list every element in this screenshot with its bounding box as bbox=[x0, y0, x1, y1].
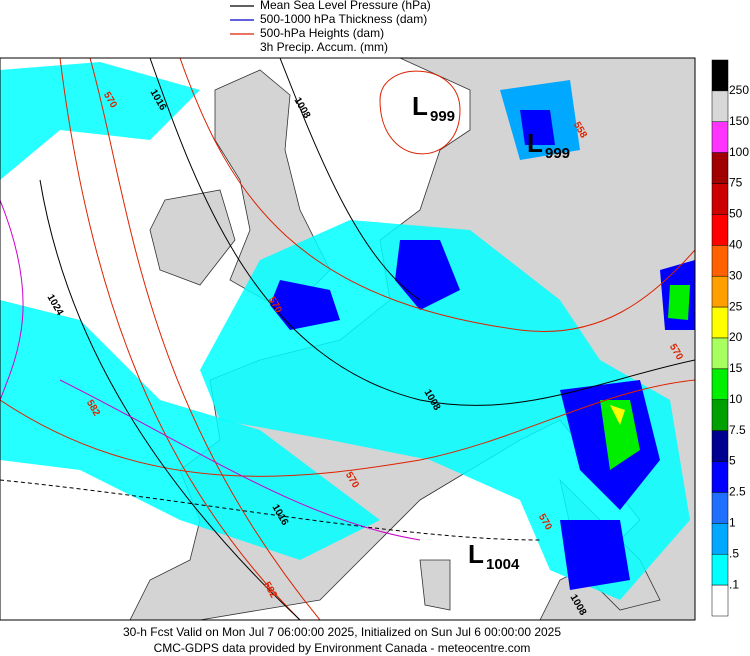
colorbar-label: 15 bbox=[729, 361, 743, 375]
colorbar-label: 100 bbox=[729, 145, 749, 159]
pressure-value: 999 bbox=[430, 108, 455, 125]
colorbar-label: .5 bbox=[729, 546, 739, 560]
legend-label: Mean Sea Level Pressure (hPa) bbox=[260, 0, 431, 12]
colorbar-swatch bbox=[711, 337, 729, 370]
precipitation bbox=[0, 62, 695, 600]
colorbar-swatch bbox=[711, 492, 729, 524]
colorbar-label: 2.5 bbox=[729, 485, 746, 499]
footer-line: 30-h Fcst Valid on Mon Jul 7 06:00:00 20… bbox=[123, 625, 561, 639]
colorbar-label: 50 bbox=[729, 207, 743, 221]
colorbar-label: 250 bbox=[729, 83, 749, 97]
colorbar-swatch bbox=[711, 152, 729, 184]
colorbar-label: 40 bbox=[729, 238, 743, 252]
colorbar-swatch bbox=[711, 523, 729, 555]
colorbar-swatch bbox=[711, 368, 729, 401]
colorbar-swatch bbox=[711, 183, 729, 215]
legend-label: 500-hPa Heights (dam) bbox=[260, 26, 384, 40]
colorbar-swatch bbox=[711, 245, 729, 277]
colorbar-label: 150 bbox=[729, 114, 749, 128]
colorbar-label: 10 bbox=[729, 392, 743, 406]
colorbar-swatch bbox=[711, 584, 729, 617]
colorbar-swatch bbox=[711, 121, 729, 153]
colorbar: 250 150 100 75 50 40 30 25 20 15 10 7.5 5 2.5 1 .5 .1 bbox=[711, 59, 749, 617]
pressure-letter: L bbox=[527, 128, 543, 158]
colorbar-label: .1 bbox=[729, 577, 739, 591]
colorbar-swatch bbox=[711, 430, 729, 462]
colorbar-swatch bbox=[711, 214, 729, 246]
pressure-value: 1004 bbox=[486, 556, 520, 573]
colorbar-label: 20 bbox=[729, 330, 743, 344]
map bbox=[0, 58, 695, 620]
colorbar-label: 7.5 bbox=[729, 423, 746, 437]
map-frame bbox=[0, 57, 696, 621]
colorbar-label: 25 bbox=[729, 299, 743, 313]
colorbar-swatch bbox=[711, 461, 729, 493]
colorbar-swatch bbox=[711, 90, 729, 123]
colorbar-label: 1 bbox=[729, 516, 736, 530]
colorbar-label: 30 bbox=[729, 268, 743, 282]
footer-line: CMC-GDPS data provided by Environment Ca… bbox=[154, 641, 531, 655]
pressure-letter: L bbox=[412, 91, 428, 121]
contours bbox=[0, 58, 695, 620]
colorbar-swatch bbox=[711, 306, 729, 339]
pressure-value: 999 bbox=[545, 145, 570, 162]
colorbar-swatch bbox=[711, 59, 729, 92]
pressure-letter: L bbox=[468, 539, 484, 569]
footer: 30-h Fcst Valid on Mon Jul 7 06:00:00 20… bbox=[123, 625, 561, 655]
colorbar-swatch bbox=[711, 553, 729, 586]
legend-label: 3h Precip. Accum. (mm) bbox=[260, 40, 388, 54]
colorbar-label: 5 bbox=[729, 454, 736, 468]
colorbar-swatch bbox=[711, 399, 729, 431]
legend: Mean Sea Level Pressure (hPa)500-1000 hP… bbox=[230, 0, 431, 54]
legend-label: 500-1000 hPa Thickness (dam) bbox=[260, 12, 427, 26]
colorbar-swatch bbox=[711, 275, 729, 308]
colorbar-label: 75 bbox=[729, 176, 743, 190]
